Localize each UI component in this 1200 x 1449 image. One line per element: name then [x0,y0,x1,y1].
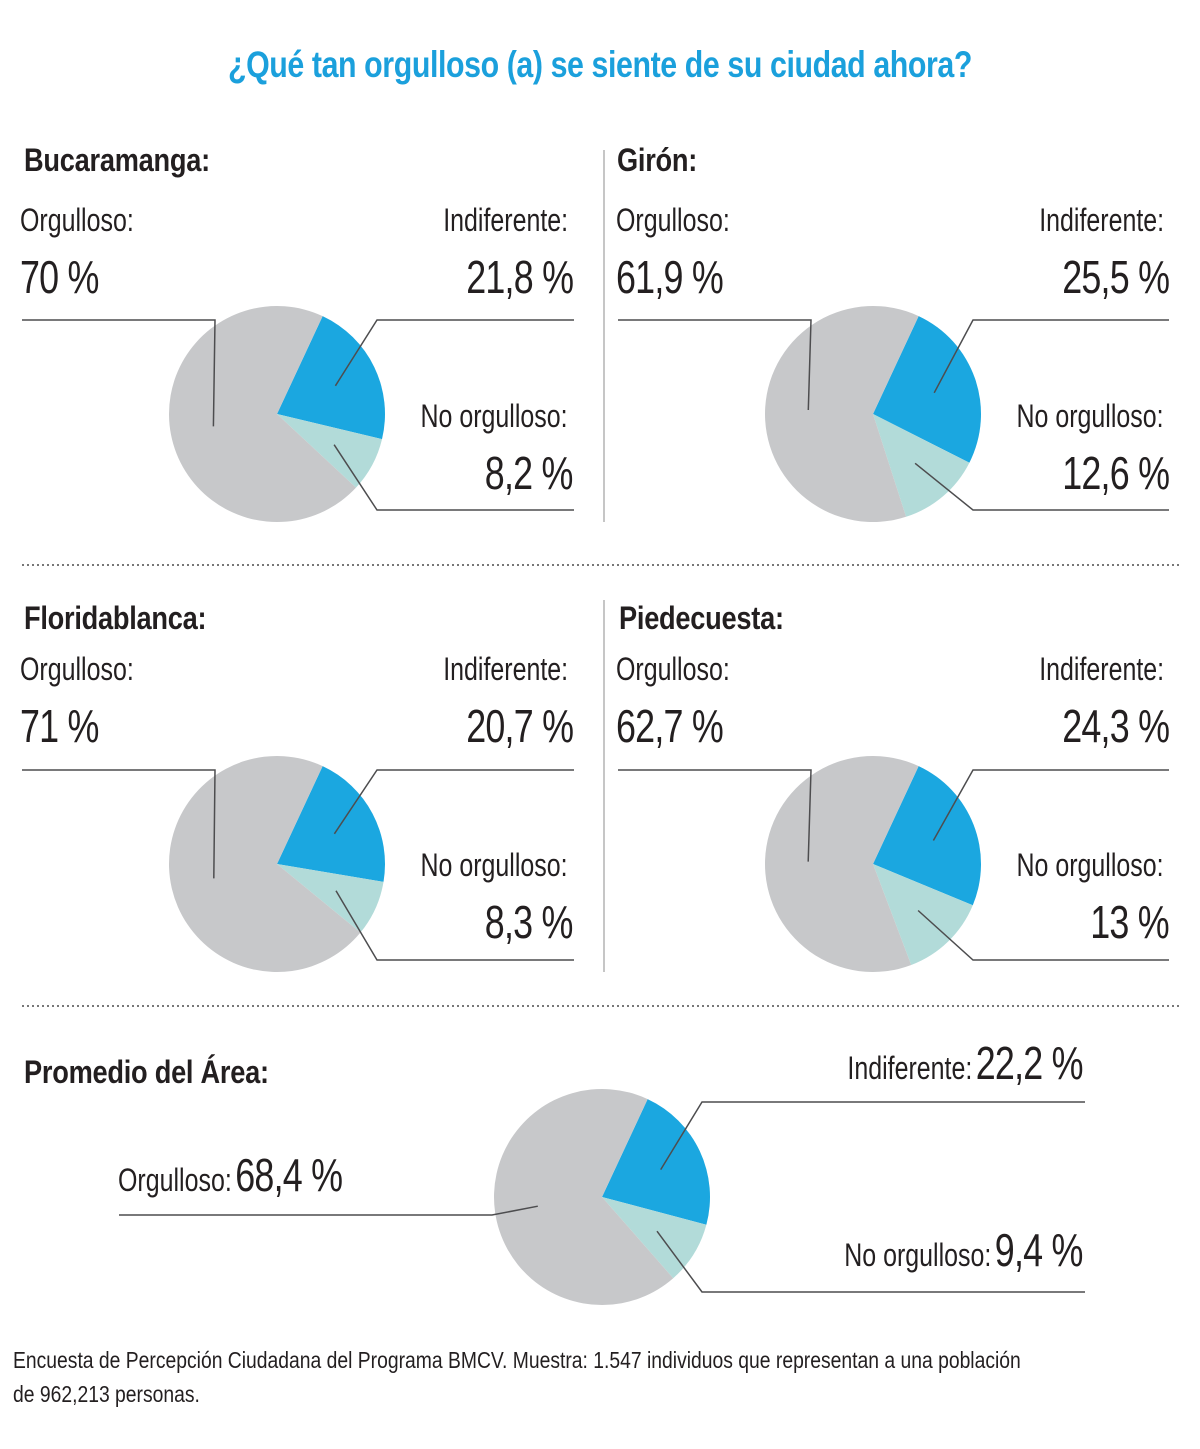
no-orgulloso-value: 8,2 % [485,447,574,499]
pie-slice-no-orgulloso [277,414,383,488]
indiferente-label: Indiferente: [847,1050,973,1086]
orgulloso-value: 68,4 % [235,1149,343,1201]
leader-line [933,319,1169,394]
indiferente-value: 22,2 % [975,1037,1084,1089]
no-orgulloso-label: No orgulloso: [1016,847,1164,883]
city-title-promedio: Promedio del Área: [24,1054,269,1090]
leader-line [335,890,574,961]
orgulloso-label: Orgulloso: [118,1162,232,1198]
leader-line [22,769,216,879]
indiferente-value: 20,7 % [465,700,574,752]
orgulloso-label: Orgulloso: [616,202,730,238]
no-orgulloso-row: No orgulloso: 9,4 % [844,1223,1084,1277]
orgulloso-value: 61,9 % [616,251,724,303]
pie-slice-orgulloso [169,306,356,523]
city-title-piedecuesta: Piedecuesta: [619,600,784,636]
pie-slice-orgulloso [765,306,919,523]
indiferente-value: 21,8 % [465,251,574,303]
no-orgulloso-value: 8,3 % [485,896,574,948]
pie-slice-indiferente [602,1099,711,1225]
chart-title: ¿Qué tan orgulloso (a) se siente de su c… [227,44,973,85]
pie-slice-indiferente [277,766,385,882]
pie-slice-orgulloso [494,1089,674,1306]
leader-line [618,319,812,411]
no-orgulloso-label: No orgulloso: [844,1237,992,1273]
indiferente-label: Indiferente: [1039,651,1164,687]
pie-slice-no-orgulloso [602,1197,707,1279]
no-orgulloso-label: No orgulloso: [420,398,568,434]
orgulloso-label: Orgulloso: [616,651,730,687]
city-title-floridablanca: Floridablanca: [24,600,207,636]
pie-slice-indiferente [277,316,385,440]
leader-line [333,444,574,511]
pie-slice-orgulloso [764,755,919,972]
city-title-bucaramanga: Bucaramanga: [24,142,210,178]
no-orgulloso-value: 12,6 % [1061,447,1170,499]
indiferente-label: Indiferente: [1039,202,1164,238]
pie-slice-indiferente [873,766,981,906]
pie-slice-no-orgulloso [277,864,384,933]
no-orgulloso-value: 13 % [1090,896,1169,948]
no-orgulloso-label: No orgulloso: [1016,398,1164,434]
orgulloso-label: Orgulloso: [20,202,134,238]
pie-slice-indiferente [873,316,981,463]
indiferente-value: 24,3 % [1061,700,1170,752]
leader-line [914,462,1169,511]
indiferente-value: 25,5 % [1061,251,1170,303]
indiferente-label: Indiferente: [443,202,568,238]
pie-slice-orgulloso [169,756,361,973]
indiferente-row: Indiferente: 22,2 % [847,1036,1084,1090]
orgulloso-label: Orgulloso: [20,651,134,687]
orgulloso-row: Orgulloso: 68,4 % [118,1148,343,1202]
leader-line [333,769,574,835]
leader-line [917,909,1169,961]
leader-line [334,319,574,387]
pie-slice-no-orgulloso [873,414,970,517]
orgulloso-value: 62,7 % [616,700,724,752]
leader-line [656,1230,1085,1293]
footnote: Encuesta de Percepción Ciudadana del Pro… [13,1347,1021,1407]
city-title-giron: Girón: [617,142,698,178]
leader-line [618,769,812,862]
leader-line [660,1101,1085,1170]
indiferente-label: Indiferente: [443,651,568,687]
orgulloso-value: 70 % [20,251,99,303]
no-orgulloso-label: No orgulloso: [420,847,568,883]
orgulloso-value: 71 % [20,700,99,752]
leader-line [119,1205,538,1216]
leader-line [22,319,216,427]
no-orgulloso-value: 9,4 % [995,1224,1084,1276]
leader-line [932,769,1169,841]
